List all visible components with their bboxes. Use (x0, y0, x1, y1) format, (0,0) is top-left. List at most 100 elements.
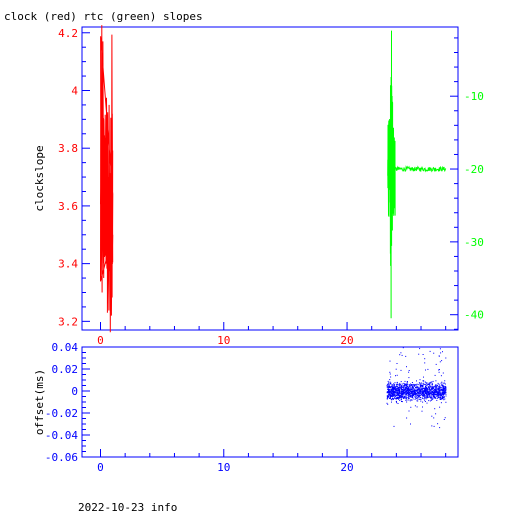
scatter-point (418, 394, 420, 396)
scatter-point (444, 388, 446, 389)
scatter-point (427, 391, 429, 393)
scatter-point (424, 388, 426, 390)
scatter-point (391, 401, 392, 403)
scatter-point (429, 384, 431, 386)
scatter-point (442, 372, 444, 374)
scatter-point (428, 393, 430, 395)
scatter-point (406, 384, 408, 386)
scatter-point (393, 387, 395, 389)
scatter-point (388, 387, 390, 388)
scatter-point (438, 383, 440, 385)
scatter-point (391, 399, 393, 401)
scatter-point (418, 391, 420, 393)
y-tick-label: -0.04 (45, 429, 78, 442)
scatter-point (389, 397, 391, 399)
scatter-point (422, 397, 424, 399)
scatter-point (396, 384, 398, 385)
scatter-point (388, 396, 390, 398)
scatter-point (414, 392, 416, 394)
scatter-point (404, 385, 406, 387)
scatter-point (443, 393, 445, 395)
scatter-point (420, 387, 422, 389)
scatter-point (410, 394, 412, 396)
scatter-point (387, 380, 389, 382)
scatter-point (420, 387, 422, 388)
scatter-point (391, 393, 393, 395)
scatter-point (431, 390, 433, 392)
scatter-point (403, 388, 405, 390)
scatter-point (409, 400, 411, 402)
scatter-point (398, 389, 400, 390)
left-y-tick-label: 3.8 (58, 142, 78, 155)
scatter-point (444, 385, 446, 387)
scatter-point (396, 394, 398, 396)
scatter-point (440, 398, 442, 400)
left-y-tick-label: 3.2 (58, 315, 78, 328)
scatter-point (406, 382, 408, 384)
scatter-point (417, 393, 419, 395)
scatter-point (406, 389, 408, 391)
scatter-point (413, 393, 415, 395)
scatter-point (420, 390, 422, 392)
scatter-point (405, 384, 407, 386)
scatter-point (390, 391, 392, 393)
scatter-point (432, 394, 434, 396)
scatter-point (439, 384, 441, 386)
scatter-point (404, 386, 406, 388)
scatter-point (400, 396, 402, 398)
scatter-point (420, 400, 422, 402)
scatter-point (424, 395, 426, 397)
scatter-point (386, 387, 388, 389)
scatter-point (420, 384, 422, 386)
scatter-point (435, 413, 437, 415)
scatter-point (443, 390, 445, 392)
scatter-point (392, 398, 393, 399)
scatter-point (431, 384, 433, 385)
scatter-point (417, 400, 419, 402)
scatter-point (424, 384, 426, 386)
scatter-point (443, 387, 445, 389)
scatter-point (390, 396, 392, 398)
scatter-point (423, 380, 425, 382)
scatter-point (437, 393, 439, 395)
scatter-point (427, 389, 428, 391)
scatter-point (398, 395, 400, 396)
scatter-point (420, 386, 422, 388)
scatter-point (397, 398, 399, 400)
scatter-point (442, 390, 444, 392)
scatter-point (401, 401, 403, 403)
scatter-point (400, 397, 402, 399)
scatter-point (445, 395, 447, 397)
scatter-point (391, 384, 393, 386)
scatter-point (396, 363, 398, 364)
scatter-point (403, 392, 405, 394)
scatter-point (406, 397, 408, 399)
scatter-point (431, 383, 433, 385)
scatter-point (439, 427, 441, 429)
scatter-point (425, 394, 427, 396)
scatter-point (440, 386, 442, 388)
scatter-point (392, 387, 393, 389)
scatter-point (426, 391, 428, 393)
scatter-point (399, 397, 401, 399)
scatter-point (428, 395, 430, 397)
scatter-point (418, 390, 420, 392)
scatter-point (405, 396, 407, 398)
scatter-point (422, 389, 424, 391)
x-tick-label: 20 (340, 461, 353, 474)
scatter-point (391, 394, 393, 396)
scatter-point (426, 389, 428, 391)
scatter-point (408, 388, 409, 390)
scatter-point (422, 382, 424, 384)
scatter-point (387, 388, 388, 390)
scatter-point (391, 386, 393, 388)
scatter-point (416, 392, 418, 393)
scatter-point (395, 388, 397, 390)
scatter-point (443, 385, 445, 387)
scatter-point (422, 390, 424, 392)
bottom-panel: 0 10 20 0.04 0.02 0 -0.02 -0.04 -0.06 offset(ms) (33, 341, 459, 474)
scatter-point (400, 399, 402, 401)
scatter-point (392, 384, 394, 385)
scatter-point (433, 397, 435, 399)
scatter-point (403, 387, 405, 389)
